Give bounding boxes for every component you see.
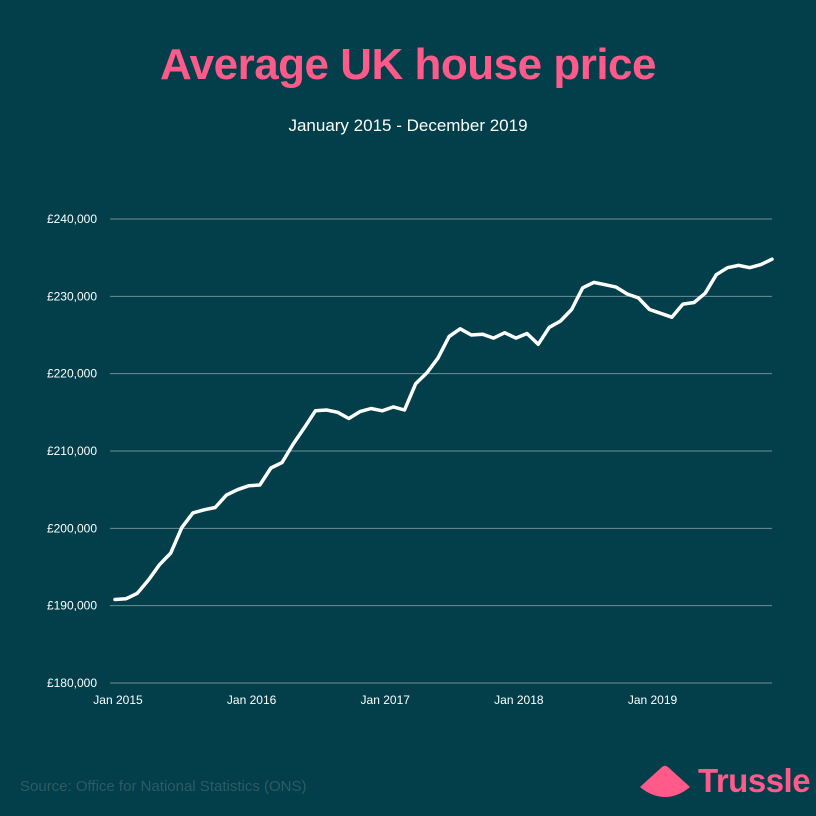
y-tick-label: £200,000 — [47, 521, 97, 535]
y-tick-label: £240,000 — [47, 212, 97, 226]
chart-subtitle: January 2015 - December 2019 — [288, 116, 528, 135]
trussle-roof-icon — [640, 765, 690, 797]
grid-lines — [110, 218, 772, 684]
x-axis-ticks: Jan 2015 Jan 2016 Jan 2017 Jan 2018 Jan 2019 — [93, 693, 677, 707]
source-note: Source: Office for National Statistics (… — [20, 778, 307, 795]
y-tick-label: £230,000 — [47, 289, 97, 303]
y-tick-label: £180,000 — [47, 676, 97, 690]
x-tick-label: Jan 2017 — [361, 693, 411, 707]
brand-logo: Trussle — [638, 762, 811, 800]
series-line — [113, 257, 774, 602]
y-axis-ticks: £180,000 £190,000 £200,000 £210,000 £220,000… — [47, 212, 97, 690]
x-tick-label: Jan 2016 — [227, 693, 277, 707]
x-tick-label: Jan 2015 — [93, 693, 143, 707]
x-tick-label: Jan 2018 — [494, 693, 544, 707]
brand-name: Trussle — [698, 762, 811, 799]
y-tick-label: £210,000 — [47, 444, 97, 458]
y-tick-label: £190,000 — [47, 599, 97, 613]
series-lines — [113, 257, 774, 602]
x-tick-label: Jan 2019 — [628, 693, 678, 707]
y-tick-label: £220,000 — [47, 367, 97, 381]
chart-title: Average UK house price — [160, 40, 657, 89]
